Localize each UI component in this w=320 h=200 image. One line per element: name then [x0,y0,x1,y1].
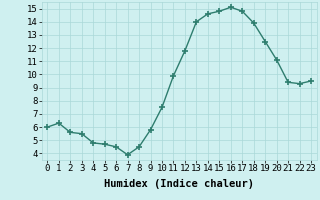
X-axis label: Humidex (Indice chaleur): Humidex (Indice chaleur) [104,179,254,189]
